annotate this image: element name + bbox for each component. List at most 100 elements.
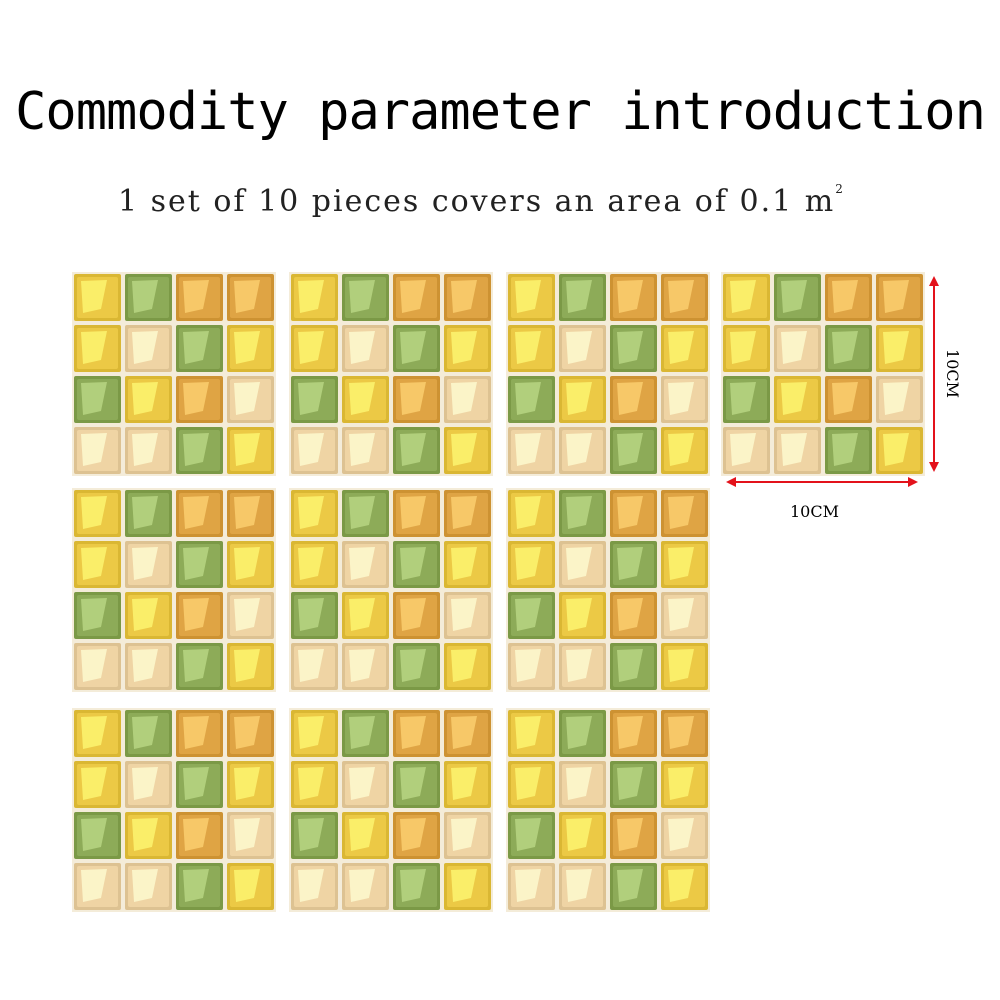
mosaic-tile xyxy=(342,761,389,808)
mosaic-tile xyxy=(227,812,274,859)
tile-highlight xyxy=(451,331,477,364)
tile-highlight xyxy=(400,818,426,851)
mosaic-tile xyxy=(74,643,121,690)
tile-highlight xyxy=(234,547,260,580)
mosaic-tile xyxy=(508,541,555,588)
tile-highlight xyxy=(81,869,107,902)
tile-highlight xyxy=(730,331,756,364)
tile-highlight xyxy=(298,716,324,749)
mosaic-tile xyxy=(661,863,708,910)
mosaic-tile xyxy=(291,761,338,808)
mosaic-tile xyxy=(125,812,172,859)
tile-highlight xyxy=(132,767,158,800)
mosaic-tile xyxy=(125,325,172,372)
mosaic-tile xyxy=(74,274,121,321)
mosaic-tile xyxy=(176,274,223,321)
tile-highlight xyxy=(515,382,541,415)
mosaic-sticker xyxy=(506,488,710,692)
mosaic-sticker xyxy=(721,272,925,476)
mosaic-tile xyxy=(723,274,770,321)
mosaic-tile xyxy=(393,427,440,474)
tile-highlight xyxy=(298,818,324,851)
tile-highlight xyxy=(566,547,592,580)
tile-highlight xyxy=(566,767,592,800)
mosaic-tile xyxy=(610,710,657,757)
tile-highlight xyxy=(832,331,858,364)
tile-highlight xyxy=(132,433,158,466)
tile-highlight xyxy=(451,869,477,902)
mosaic-tile xyxy=(661,427,708,474)
mosaic-tile xyxy=(74,490,121,537)
mosaic-tile xyxy=(876,274,923,321)
tile-highlight xyxy=(132,331,158,364)
tile-highlight xyxy=(298,598,324,631)
mosaic-sticker xyxy=(506,272,710,476)
mosaic-tile xyxy=(74,376,121,423)
tile-highlight xyxy=(617,331,643,364)
mosaic-tile xyxy=(393,376,440,423)
mosaic-tile xyxy=(444,643,491,690)
tile-highlight xyxy=(451,649,477,682)
subtitle-superscript: 2 xyxy=(835,182,845,196)
mosaic-tile xyxy=(291,274,338,321)
mosaic-tile xyxy=(74,541,121,588)
mosaic-tile xyxy=(342,592,389,639)
tile-highlight xyxy=(349,869,375,902)
mosaic-tile xyxy=(723,376,770,423)
tile-highlight xyxy=(668,280,694,313)
tile-highlight xyxy=(298,331,324,364)
tile-highlight xyxy=(730,382,756,415)
mosaic-tile xyxy=(444,376,491,423)
mosaic-tile xyxy=(227,592,274,639)
tile-highlight xyxy=(81,496,107,529)
tile-highlight xyxy=(234,649,260,682)
mosaic-tile xyxy=(176,643,223,690)
tile-highlight xyxy=(617,280,643,313)
mosaic-tile xyxy=(559,427,606,474)
mosaic-tile xyxy=(342,490,389,537)
mosaic-tile xyxy=(291,427,338,474)
mosaic-tile xyxy=(444,761,491,808)
mosaic-tile xyxy=(291,376,338,423)
tile-highlight xyxy=(81,818,107,851)
tile-highlight xyxy=(730,280,756,313)
mosaic-tile xyxy=(774,376,821,423)
tile-highlight xyxy=(566,280,592,313)
mosaic-tile xyxy=(291,325,338,372)
mosaic-tile xyxy=(227,490,274,537)
mosaic-tile xyxy=(661,643,708,690)
mosaic-tile xyxy=(661,761,708,808)
tile-highlight xyxy=(400,716,426,749)
tile-highlight xyxy=(132,280,158,313)
mosaic-tile xyxy=(610,643,657,690)
mosaic-tile xyxy=(508,863,555,910)
tile-highlight xyxy=(730,433,756,466)
mosaic-tile xyxy=(610,274,657,321)
mosaic-tile xyxy=(508,592,555,639)
mosaic-tile xyxy=(661,274,708,321)
tile-highlight xyxy=(349,331,375,364)
tile-highlight xyxy=(451,547,477,580)
tile-highlight xyxy=(400,382,426,415)
mosaic-tile xyxy=(227,541,274,588)
tile-highlight xyxy=(183,649,209,682)
mosaic-tile xyxy=(559,376,606,423)
tile-highlight xyxy=(400,496,426,529)
tile-highlight xyxy=(515,331,541,364)
mosaic-tile xyxy=(393,710,440,757)
mosaic-sticker xyxy=(72,708,276,912)
mosaic-tile xyxy=(125,427,172,474)
tile-highlight xyxy=(183,331,209,364)
tile-highlight xyxy=(298,869,324,902)
tile-highlight xyxy=(349,496,375,529)
tile-highlight xyxy=(451,716,477,749)
height-dimension-label: 10CM xyxy=(942,349,962,398)
mosaic-tile xyxy=(610,541,657,588)
tile-highlight xyxy=(515,547,541,580)
tile-highlight xyxy=(668,869,694,902)
mosaic-tile xyxy=(176,710,223,757)
mosaic-tile xyxy=(825,325,872,372)
tile-highlight xyxy=(883,280,909,313)
mosaic-tile xyxy=(125,710,172,757)
mosaic-tile xyxy=(342,541,389,588)
